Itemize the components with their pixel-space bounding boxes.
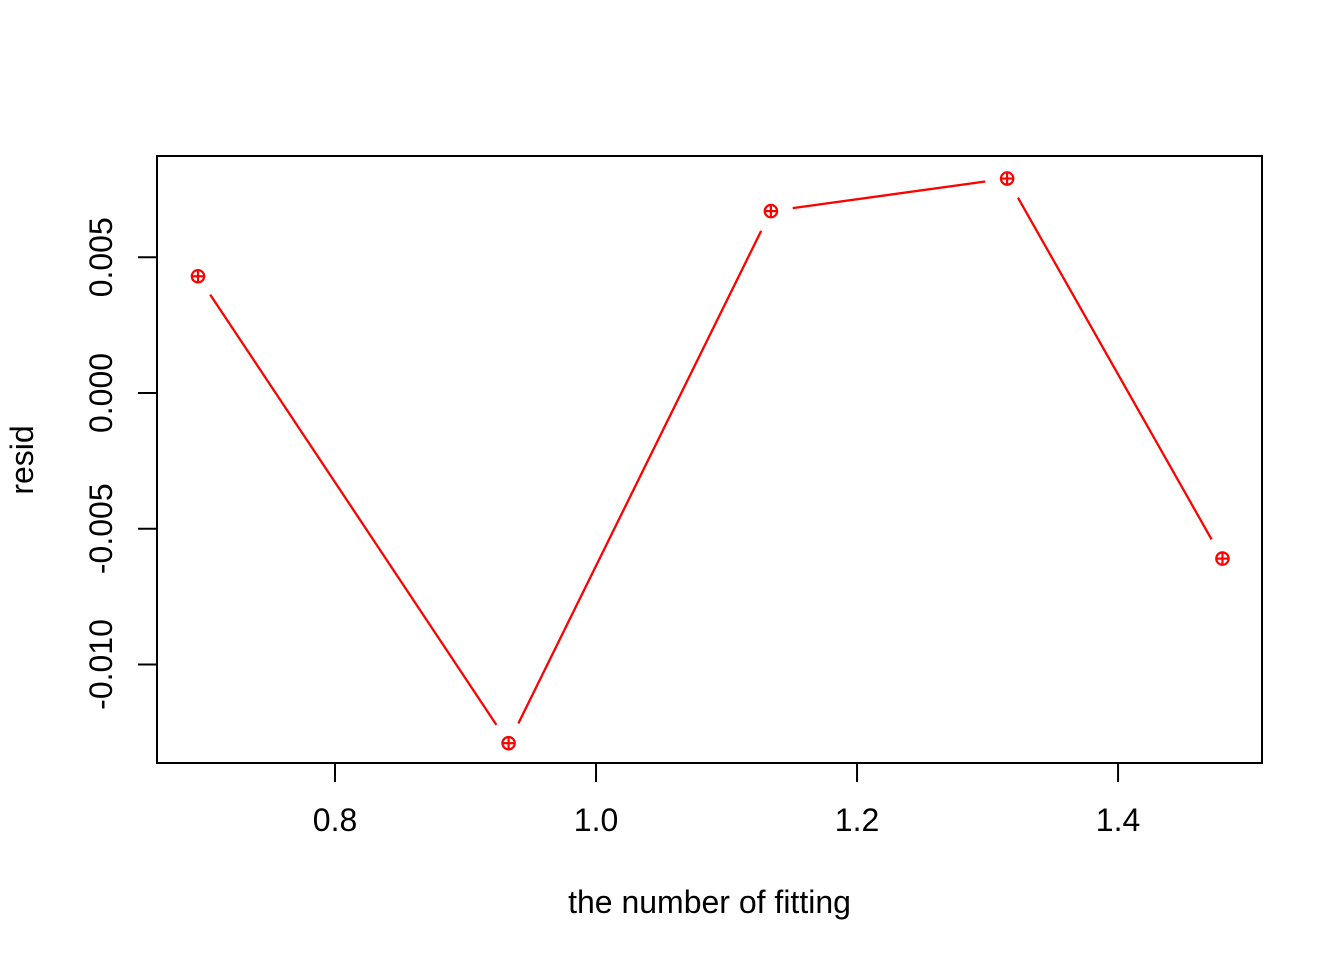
y-tick-label: -0.005	[83, 483, 119, 574]
x-tick-label: 1.2	[835, 802, 879, 838]
line-segment	[209, 293, 498, 726]
y-tick-label: 0.000	[83, 353, 119, 433]
line-segment	[517, 230, 763, 724]
x-tick-label: 1.0	[574, 802, 618, 838]
line-segment	[1016, 197, 1213, 541]
plot-box	[156, 155, 1263, 764]
y-axis-title: resid	[4, 425, 40, 495]
y-tick-label: -0.010	[83, 619, 119, 710]
x-tick-label: 1.4	[1096, 802, 1140, 838]
x-tick-label: 0.8	[313, 802, 357, 838]
x-axis-title: the number of fitting	[568, 884, 851, 920]
y-tick-label: 0.005	[83, 217, 119, 297]
line-segment	[792, 180, 986, 210]
